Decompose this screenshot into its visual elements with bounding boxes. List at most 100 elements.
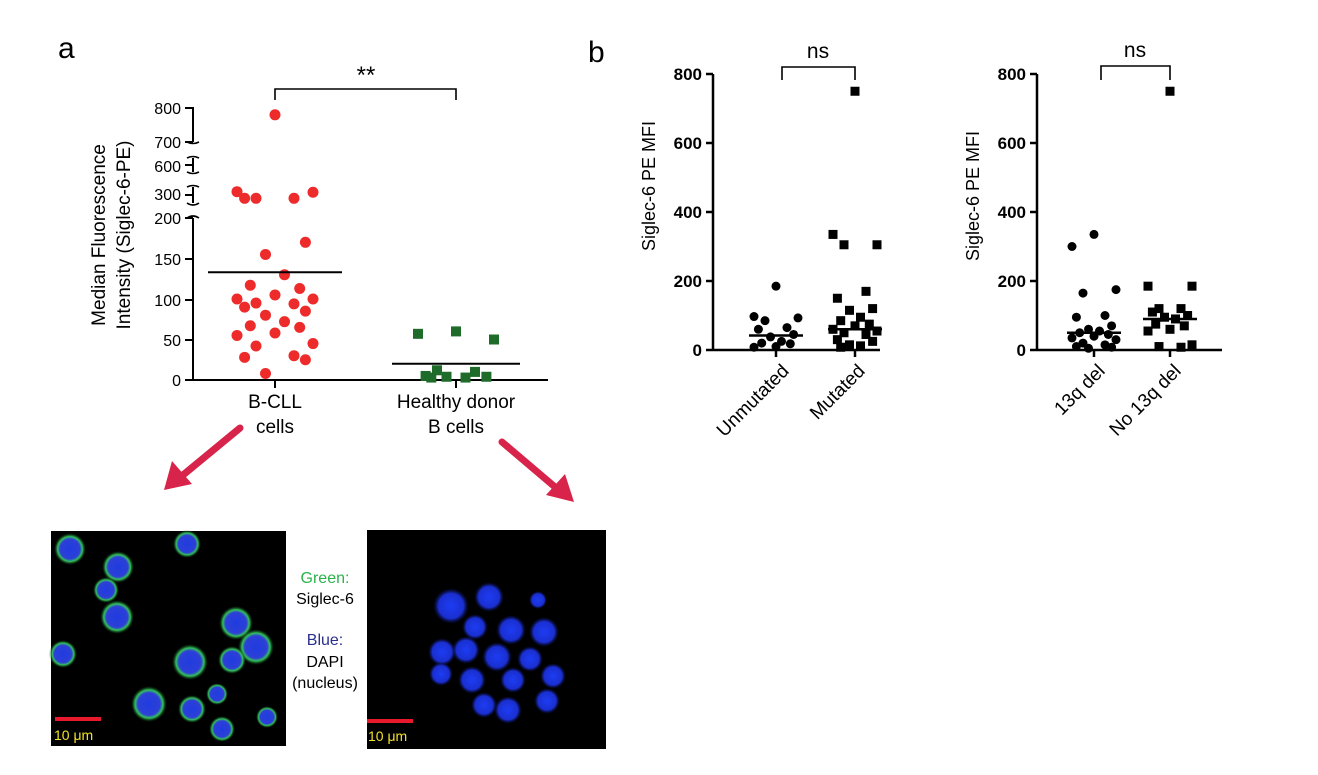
cell: [209, 716, 235, 742]
ytick-label: 600: [998, 134, 1026, 153]
panel-b-left-group1-point: [753, 324, 763, 334]
legend-blue-label: Blue:: [307, 632, 343, 649]
cell: [462, 614, 488, 640]
ytick-label: 0: [1017, 341, 1026, 360]
panel-b-right-yticks: 0 200 400 600 800: [998, 65, 1037, 360]
panel-a-ytick-label: 300: [154, 187, 181, 204]
panel-b-right-group2-point: [1154, 304, 1164, 314]
panel-b-right-group2-point: [1165, 86, 1175, 96]
cell: [452, 636, 480, 664]
micrograph-healthy-cells: [428, 582, 566, 724]
micrograph-healthy: 10 μm: [367, 530, 606, 749]
panel-a-group1-point: [307, 338, 319, 350]
arrow-to-cll-image: [164, 424, 244, 490]
cell: [206, 683, 228, 705]
panel-a-axis-break-2: [186, 202, 200, 206]
cell: [496, 615, 526, 645]
panel-b-left-group2-point: [839, 240, 849, 250]
cell: [494, 696, 522, 724]
panel-a-group2-point: [413, 328, 423, 339]
panel-b-left-group1-point: [785, 339, 795, 349]
panel-b-right-xlabel-2: No 13q del: [1106, 361, 1186, 441]
panel-a-significance-bracket: [274, 88, 457, 100]
cell: [172, 644, 208, 680]
panel-a-ytick-label: 100: [154, 293, 181, 310]
panel-a-ytick-label: 700: [154, 135, 181, 152]
panel-b-right-group1-point: [1089, 229, 1099, 239]
panel-a-group1-point: [239, 301, 251, 313]
panel-b-right-group1-point: [1111, 285, 1121, 295]
cell: [49, 640, 77, 668]
panel-b-left-group2-point: [832, 293, 842, 303]
legend-blue-desc-1: DAPI: [306, 654, 343, 671]
panel-a-group1-point: [260, 248, 271, 260]
panel-b-left-group1-point: [749, 312, 759, 322]
panel-b-left-group2-point: [845, 340, 854, 350]
ytick-label: 200: [998, 272, 1026, 291]
cell: [540, 663, 566, 689]
panel-b-left-ylabel: Siglec-6 PE MFI: [639, 121, 659, 251]
legend-green-desc: Siglec-6: [296, 591, 354, 608]
panel-b-right-significance-label: ns: [1124, 39, 1146, 62]
ytick-label: 400: [674, 203, 702, 222]
panel-a-xlabel-group2-line1: Healthy donor: [397, 392, 516, 413]
panel-b-right-group2-point: [1151, 319, 1161, 329]
panel-a-xlabel-group2-line2: B cells: [428, 417, 484, 438]
panel-a-xlabel-group1-line2: cells: [256, 417, 294, 438]
panel-b-left-group1-point: [757, 338, 767, 348]
panel-b-right-group2-point: [1160, 312, 1169, 322]
panel-b-right-ylabel: Siglec-6 PE MFI: [963, 131, 983, 261]
panel-a-group1-point: [279, 269, 290, 281]
panel-b-right-group1-point: [1100, 311, 1110, 320]
panel-label-a: a: [58, 32, 75, 65]
panel-b-left-group2-point: [850, 86, 860, 96]
panel-b-right-group1-point: [1107, 321, 1117, 331]
cell: [178, 695, 206, 723]
panel-b-left-group2-point: [861, 329, 871, 339]
panel-b-left-group2-point: [868, 304, 878, 314]
panel-a-ylabel-line2: Intensity (Siglec-6-PE): [114, 140, 135, 329]
panel-b-left-group2-point: [856, 341, 865, 351]
panel-b-right-significance-bracket: [1100, 65, 1171, 80]
panel-b-left-group2-point: [839, 328, 849, 338]
micrograph-bcll-cells: [49, 530, 278, 742]
panel-b-left-xlabel-1: Unmutated: [713, 361, 794, 442]
panel-a-group1-point: [244, 279, 256, 291]
panel-b-right-group1-point: [1103, 329, 1113, 339]
panel-a-ytick-label: 600: [154, 159, 181, 176]
panel-a-group2-point: [460, 372, 471, 383]
panel-b-left-group2-point: [868, 336, 878, 346]
panel-a-points: [208, 109, 520, 383]
panel-a-axis-break-4: [186, 171, 200, 175]
panel-a-ytick-label: 50: [163, 333, 181, 350]
ytick-label: 800: [674, 65, 702, 84]
panel-b-right-group1-point: [1071, 312, 1081, 322]
panel-a-group2-point: [470, 366, 480, 377]
cell: [238, 629, 274, 665]
cell: [458, 666, 486, 694]
panel-b-right-chart: Siglec-6 PE MFI 0 200 400 600 800 13q del No…: [963, 39, 1222, 441]
panel-a-ytick-label: 200: [154, 211, 181, 228]
panel-a-group2-point: [451, 326, 461, 337]
panel-b-right-group1-point: [1107, 342, 1117, 352]
panel-b-right-group1-point: [1071, 342, 1081, 352]
panel-a-group1-point: [307, 293, 319, 305]
panel-b-right-group1-point: [1084, 343, 1093, 353]
panel-a-chart: Median Fluorescence Intensity (Siglec-6-…: [89, 62, 548, 438]
panel-b-left-group1-point: [782, 323, 792, 333]
panel-a-group2-point: [426, 372, 437, 383]
panel-a-group1-point: [288, 192, 300, 204]
panel-b-right-group2-point: [1165, 324, 1175, 334]
panel-b-left-group2-point: [845, 305, 854, 315]
panel-a-axis-break-3: [186, 184, 200, 188]
panel-b-left-group2-point: [864, 319, 874, 329]
panel-b-left-group2-point: [828, 229, 838, 239]
cell: [429, 662, 453, 686]
panel-b-right-group1-point: [1067, 333, 1077, 343]
panel-a-group1-point: [250, 192, 262, 204]
panel-a-group2-point: [489, 334, 499, 345]
ytick-label: 800: [998, 65, 1026, 84]
panel-a-group1-point: [299, 305, 311, 317]
panel-b-right-group2-point: [1179, 321, 1189, 331]
